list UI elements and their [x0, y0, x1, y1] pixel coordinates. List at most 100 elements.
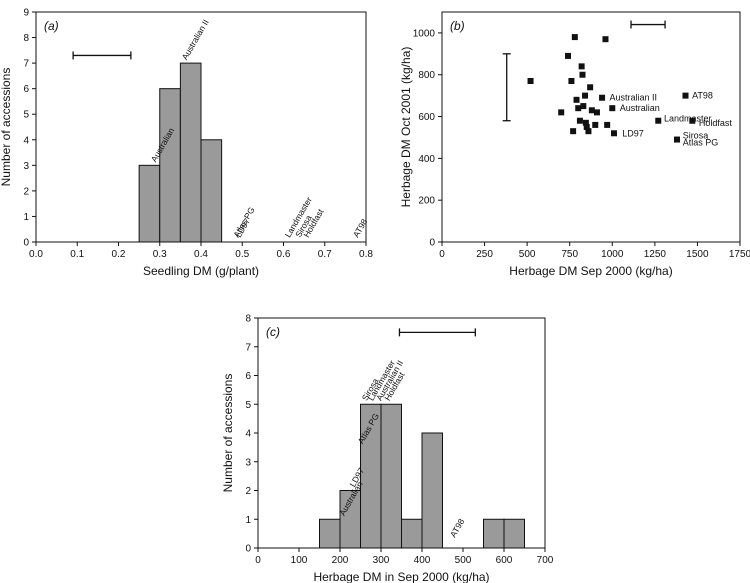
- x-tick-label: 0.6: [277, 249, 291, 260]
- point-label: Atlas PG: [683, 138, 719, 148]
- point-label: Landmaster: [664, 114, 712, 124]
- scatter-point: [570, 128, 577, 135]
- y-tick-label: 7: [23, 59, 29, 70]
- y-tick-label: 1: [245, 515, 251, 526]
- scatter-point: [579, 71, 586, 78]
- scatter-point: [604, 121, 611, 128]
- y-tick-label: 6: [245, 371, 251, 382]
- y-tick-label: 0: [245, 544, 251, 555]
- histogram-bar: [503, 518, 525, 549]
- x-tick-label: 0.3: [153, 249, 167, 260]
- x-tick-label: 600: [496, 555, 513, 566]
- histogram-bar: [401, 518, 423, 549]
- histogram-bar: [483, 518, 505, 549]
- accession-annotation: AT98: [448, 517, 467, 539]
- scatter-point: [568, 78, 575, 84]
- scatter-point: [527, 78, 534, 84]
- accession-annotation: AT98: [351, 217, 370, 239]
- x-tick-label: 250: [476, 249, 493, 260]
- y-tick-label: 4: [245, 429, 251, 440]
- scatter-point: [682, 92, 689, 99]
- point-label: LD97: [622, 128, 644, 138]
- y-tick-label: 8: [245, 314, 251, 325]
- x-tick-label: 0.0: [29, 249, 43, 260]
- histogram-bar: [159, 88, 181, 243]
- scatter-point: [571, 34, 578, 41]
- panel-tag: (b): [450, 19, 465, 33]
- x-tick-label: 0.2: [112, 249, 126, 260]
- x-tick-label: 400: [414, 555, 431, 566]
- y-tick-label: 1: [23, 212, 29, 223]
- y-tick-label: 0: [429, 238, 435, 249]
- y-tick-label: 3: [245, 457, 251, 468]
- scatter-point: [576, 117, 583, 124]
- scatter-point: [582, 119, 589, 126]
- x-tick-label: 1750: [729, 249, 750, 260]
- y-tick-label: 2: [23, 186, 29, 197]
- x-tick-label: 0: [255, 555, 261, 566]
- x-tick-label: 0.4: [194, 249, 208, 260]
- x-axis-title: Herbage DM Sep 2000 (kg/ha): [509, 264, 672, 278]
- scatter-point: [588, 107, 595, 114]
- scatter-point: [585, 128, 592, 135]
- histogram-bar: [421, 432, 443, 549]
- x-tick-label: 100: [291, 555, 308, 566]
- y-axis-title: Number of accessions: [0, 68, 13, 187]
- scatter-point: [673, 136, 680, 143]
- scatter-point: [602, 36, 609, 43]
- histogram-bar: [200, 139, 223, 243]
- x-tick-label: 500: [455, 555, 472, 566]
- x-tick-label: 0.5: [235, 249, 249, 260]
- y-tick-label: 2: [245, 486, 251, 497]
- y-tick-label: 5: [23, 110, 29, 121]
- plot-frame: [441, 11, 741, 243]
- x-tick-label: 500: [519, 249, 536, 260]
- panel-a: 0.0 0.1 0.2 0.3 0.4 0.5 0.6 0.7 0.8 0 1 2 3 4 5 6 7 8 9 See…: [0, 8, 373, 279]
- x-tick-label: 0.8: [359, 249, 373, 260]
- scatter-point: [599, 94, 606, 101]
- x-axis-title: Herbage DM in Sep 2000 (kg/ha): [313, 570, 489, 583]
- x-tick-label: 0.7: [318, 249, 332, 260]
- scatter-point: [565, 52, 572, 59]
- point-label: Australian: [620, 103, 660, 113]
- x-tick-label: 700: [537, 555, 554, 566]
- y-tick-label: 6: [23, 84, 29, 95]
- scatter-point: [583, 124, 590, 130]
- scatter-point: [610, 130, 617, 137]
- point-label: AT98: [692, 91, 713, 101]
- histogram-bar: [138, 164, 161, 243]
- y-axis-title: Herbage DM Oct 2001 (kg/ha): [399, 47, 413, 208]
- scatter-point: [592, 121, 599, 128]
- accession-annotation: Australian II: [180, 18, 211, 62]
- histogram-bar: [319, 518, 341, 549]
- scatter-point: [582, 92, 589, 99]
- panel-tag: (a): [44, 19, 59, 33]
- scatter-point: [609, 105, 616, 112]
- y-tick-label: 0: [23, 238, 29, 249]
- x-tick-label: 1250: [644, 249, 667, 260]
- x-axis-title: Seedling DM (g/plant): [143, 264, 259, 278]
- y-tick-label: 200: [418, 196, 435, 207]
- x-tick-label: 1000: [601, 249, 624, 260]
- y-tick-label: 1000: [413, 28, 436, 39]
- x-tick-label: 1500: [686, 249, 709, 260]
- scatter-point: [558, 109, 565, 116]
- histogram-bar: [380, 403, 402, 549]
- scatter-point: [578, 63, 585, 70]
- x-tick-label: 200: [332, 555, 349, 566]
- y-tick-label: 5: [245, 400, 251, 411]
- x-tick-label: 750: [561, 249, 578, 260]
- panel-b: 0 250 500 750 1000 1250 1500 1750 0 200 400 600 800 1…: [399, 11, 750, 278]
- panel-c: 0 100 200 300 400 500 600 700 0 1 2 3 4 5 6 7 8 Herbage D…: [221, 314, 554, 583]
- y-tick-label: 600: [418, 112, 435, 123]
- x-tick-label: 0: [439, 249, 445, 260]
- point-label: Sirosa: [683, 130, 709, 140]
- scatter-point: [689, 117, 696, 124]
- y-axis-title: Number of accessions: [221, 374, 235, 493]
- panel-tag: (c): [266, 325, 280, 339]
- point-label: Holdfast: [699, 118, 733, 128]
- y-tick-label: 8: [23, 33, 29, 44]
- y-tick-label: 7: [245, 342, 251, 353]
- scatter-point: [573, 96, 580, 103]
- x-tick-label: 0.1: [70, 249, 84, 260]
